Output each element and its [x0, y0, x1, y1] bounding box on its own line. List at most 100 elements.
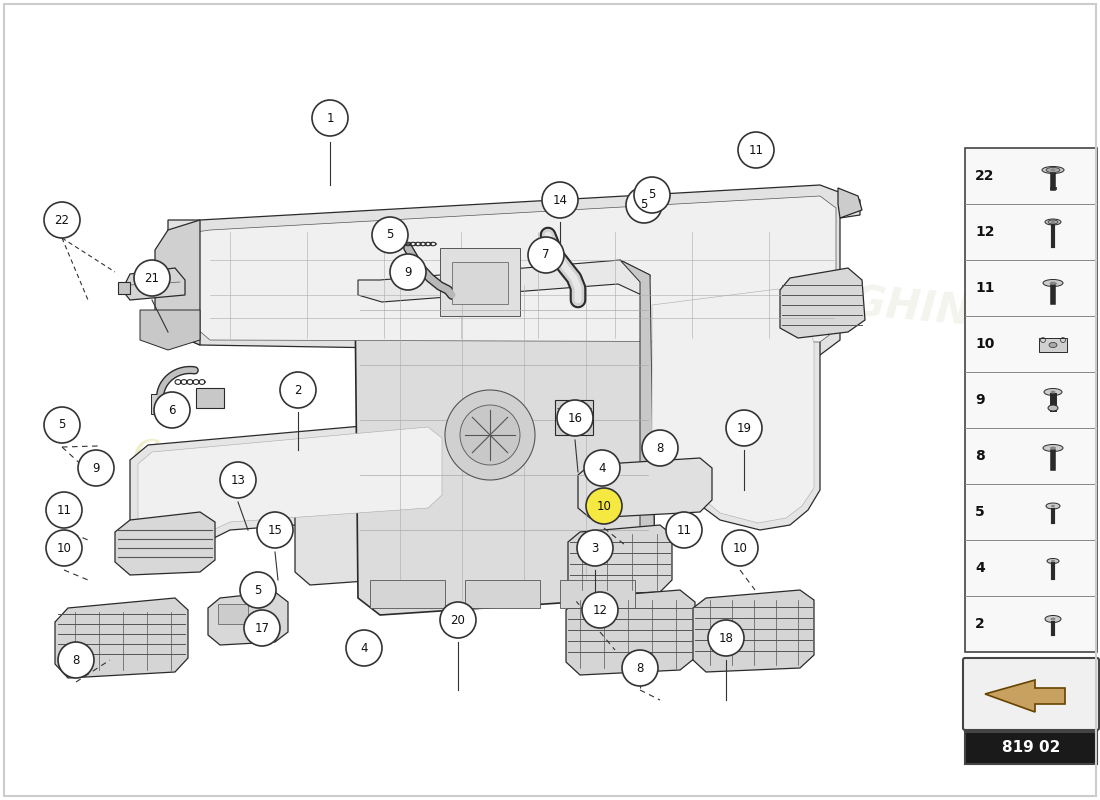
Polygon shape [138, 427, 442, 536]
Circle shape [154, 392, 190, 428]
Polygon shape [55, 598, 188, 678]
Circle shape [528, 237, 564, 273]
Text: 5: 5 [975, 505, 984, 519]
Polygon shape [566, 590, 695, 675]
FancyBboxPatch shape [370, 580, 446, 608]
FancyBboxPatch shape [465, 580, 540, 608]
Text: 819 02: 819 02 [1002, 741, 1060, 755]
Text: 13: 13 [231, 474, 245, 486]
Ellipse shape [1042, 166, 1064, 174]
Text: 11: 11 [975, 281, 994, 295]
Polygon shape [578, 458, 712, 518]
Polygon shape [693, 590, 814, 672]
FancyBboxPatch shape [440, 248, 520, 316]
Text: 10: 10 [596, 499, 612, 513]
Ellipse shape [1049, 342, 1057, 347]
Ellipse shape [1045, 615, 1062, 622]
Circle shape [390, 254, 426, 290]
Circle shape [666, 512, 702, 548]
Circle shape [220, 462, 256, 498]
Text: 10: 10 [56, 542, 72, 554]
Circle shape [134, 260, 170, 296]
Circle shape [312, 100, 348, 136]
Text: 7: 7 [542, 249, 550, 262]
FancyBboxPatch shape [151, 394, 173, 414]
Ellipse shape [1050, 282, 1056, 285]
FancyBboxPatch shape [965, 148, 1097, 652]
FancyBboxPatch shape [556, 400, 593, 435]
Polygon shape [140, 310, 200, 350]
Text: 2: 2 [975, 617, 984, 631]
FancyBboxPatch shape [965, 732, 1097, 764]
Text: 22: 22 [975, 169, 994, 183]
Ellipse shape [1047, 558, 1059, 563]
Text: 3: 3 [592, 542, 598, 554]
Circle shape [372, 217, 408, 253]
FancyBboxPatch shape [452, 262, 508, 304]
Circle shape [642, 430, 678, 466]
Polygon shape [208, 592, 288, 645]
Text: 2: 2 [295, 383, 301, 397]
Text: 14: 14 [552, 194, 568, 206]
Circle shape [621, 650, 658, 686]
Text: 5: 5 [58, 418, 66, 431]
Text: 15: 15 [267, 523, 283, 537]
Polygon shape [122, 268, 185, 300]
FancyBboxPatch shape [1040, 338, 1067, 352]
Text: 11: 11 [56, 503, 72, 517]
Polygon shape [168, 185, 860, 355]
Circle shape [542, 182, 578, 218]
Circle shape [46, 492, 82, 528]
Polygon shape [116, 512, 214, 575]
Circle shape [46, 530, 82, 566]
Circle shape [440, 602, 476, 638]
Polygon shape [648, 278, 820, 530]
Polygon shape [355, 260, 654, 615]
Circle shape [578, 530, 613, 566]
Text: 18: 18 [718, 631, 734, 645]
Circle shape [708, 620, 744, 656]
Text: 4: 4 [361, 642, 367, 654]
FancyBboxPatch shape [118, 282, 130, 294]
Circle shape [280, 372, 316, 408]
Circle shape [346, 630, 382, 666]
Circle shape [44, 407, 80, 443]
Text: 4: 4 [598, 462, 606, 474]
Polygon shape [838, 188, 862, 218]
Text: 5: 5 [648, 189, 656, 202]
Circle shape [582, 592, 618, 628]
Polygon shape [780, 268, 865, 338]
Ellipse shape [1044, 389, 1061, 395]
Circle shape [557, 400, 593, 436]
Ellipse shape [1045, 219, 1062, 225]
Circle shape [626, 187, 662, 223]
Circle shape [634, 177, 670, 213]
Circle shape [738, 132, 774, 168]
Text: 21: 21 [144, 271, 159, 285]
Text: 8: 8 [636, 662, 644, 674]
Text: 4: 4 [975, 561, 984, 575]
Circle shape [240, 572, 276, 608]
Text: 9: 9 [405, 266, 411, 278]
FancyBboxPatch shape [560, 580, 635, 608]
Ellipse shape [1050, 390, 1056, 394]
Text: since 1985: since 1985 [319, 522, 520, 598]
Ellipse shape [1050, 446, 1056, 450]
Ellipse shape [446, 390, 535, 480]
Text: 5: 5 [254, 583, 262, 597]
Ellipse shape [460, 405, 520, 465]
Polygon shape [196, 196, 836, 342]
Text: 5: 5 [386, 229, 394, 242]
Ellipse shape [1043, 445, 1063, 451]
FancyBboxPatch shape [218, 604, 248, 624]
Ellipse shape [1048, 405, 1058, 411]
Ellipse shape [1050, 560, 1055, 562]
Circle shape [586, 488, 622, 524]
Circle shape [58, 642, 94, 678]
Ellipse shape [1046, 167, 1060, 173]
Circle shape [726, 410, 762, 446]
Ellipse shape [1050, 169, 1056, 171]
Text: 22: 22 [55, 214, 69, 226]
Circle shape [78, 450, 114, 486]
Ellipse shape [1050, 221, 1055, 223]
